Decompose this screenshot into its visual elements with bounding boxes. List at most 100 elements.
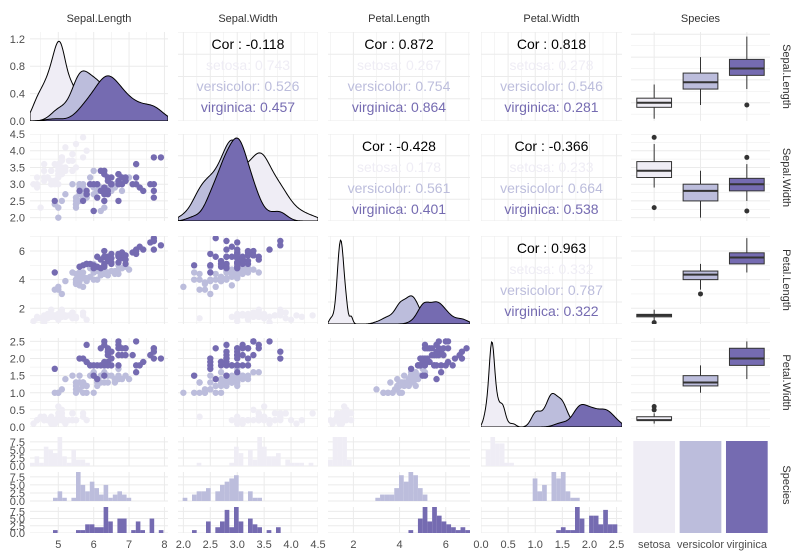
- histogram-bar-versicolor: [532, 478, 538, 501]
- histogram-bar-setosa: [252, 459, 258, 466]
- scatter-point-virginica: [115, 351, 122, 359]
- scatter-point-virginica: [449, 362, 456, 369]
- x-tick-label-Petal.Width: 0.0: [473, 539, 488, 551]
- histogram-bar-virginica: [612, 524, 618, 533]
- scatter-point-versicolor: [58, 386, 66, 393]
- scatter-point-virginica: [458, 355, 466, 362]
- histogram-bar-virginica: [224, 509, 230, 533]
- scatter-point-versicolor: [250, 266, 257, 273]
- scatter-point-setosa: [266, 420, 273, 427]
- correlation-group-versicolor: versicolor: 0.787: [500, 282, 603, 298]
- panel-0-4: [631, 32, 770, 121]
- x-tick-label-Petal.Width: 1.0: [528, 539, 543, 551]
- scatter-point-virginica: [207, 358, 214, 366]
- scatter-point-virginica: [239, 351, 246, 359]
- scatter-point-virginica: [244, 362, 252, 369]
- panel-4-4: [633, 441, 768, 533]
- panel-1-2: Cor : -0.428 setosa: 0.178 versicolor: 0.5…: [328, 134, 470, 221]
- histogram-bar-setosa: [76, 459, 81, 466]
- y-tick-label-Sepal.Width: 3.0: [10, 179, 25, 191]
- scatter-point-versicolor: [90, 389, 97, 396]
- scatter-point-virginica: [234, 239, 241, 246]
- scatter-point-versicolor: [387, 379, 394, 386]
- histogram-bar-virginica: [248, 518, 253, 533]
- scatter-point-setosa: [58, 154, 66, 161]
- correlation-overall: Cor : 0.872: [364, 36, 433, 52]
- scatter-point-setosa: [347, 410, 355, 417]
- scatter-point-virginica: [83, 341, 90, 349]
- scatter-point-virginica: [212, 253, 219, 260]
- scatter-point-virginica: [228, 362, 236, 369]
- scatter-point-versicolor: [62, 277, 69, 285]
- scatter-point-virginica: [451, 355, 459, 362]
- histogram-bar-setosa: [71, 449, 76, 466]
- histogram-bar-setosa: [285, 459, 290, 466]
- x-tick-label-Sepal.Length: 5: [55, 539, 61, 551]
- scatter-point-virginica: [234, 246, 241, 253]
- scatter-point-versicolor: [384, 389, 392, 396]
- scatter-point-versicolor: [201, 389, 209, 396]
- scatter-point-virginica: [244, 355, 252, 362]
- scatter-point-virginica: [458, 348, 466, 355]
- scatter-point-virginica: [440, 345, 447, 352]
- scatter-point-virginica: [255, 345, 262, 352]
- density-curve-virginica: [30, 75, 168, 121]
- histogram-bar-virginica: [94, 527, 99, 533]
- histogram-bar-versicolor: [108, 497, 113, 501]
- histogram-bar-versicolor: [206, 488, 211, 501]
- panel-4-0: [30, 437, 168, 533]
- correlation-group-virginica: virginica: 0.864: [352, 99, 446, 115]
- scatter-point-setosa: [33, 416, 41, 424]
- scatter-point-virginica: [250, 351, 257, 359]
- scatter-point-virginica: [115, 345, 122, 352]
- scatter-point-virginica: [97, 167, 104, 175]
- scatter-point-versicolor: [223, 275, 230, 282]
- scatter-point-virginica: [223, 348, 230, 355]
- scatter-point-setosa: [79, 413, 87, 420]
- scatter-point-setosa: [250, 416, 257, 424]
- scatter-point-setosa: [234, 413, 241, 420]
- scatter-point-virginica: [428, 351, 436, 359]
- histogram-bar-virginica: [598, 524, 604, 533]
- panel-1-3: Cor : -0.366 setosa: 0.233 versicolor: 0.6…: [481, 134, 622, 221]
- histogram-bar-setosa: [490, 437, 496, 466]
- histogram-bar-virginica: [252, 524, 258, 533]
- correlation-overall: Cor : -0.366: [515, 138, 589, 154]
- scatter-point-versicolor: [234, 273, 241, 280]
- histogram-bar-virginica: [140, 530, 145, 533]
- scatter-point-virginica: [234, 362, 241, 369]
- histogram-bar-virginica: [603, 509, 608, 533]
- scatter-point-virginica: [157, 154, 165, 161]
- scatter-point-setosa: [69, 150, 76, 158]
- scatter-point-setosa: [58, 410, 66, 417]
- scatter-point-setosa: [83, 147, 90, 154]
- correlation-group-versicolor: versicolor: 0.754: [348, 78, 451, 94]
- x-tick-label-Sepal.Width: 2.0: [176, 539, 191, 551]
- scatter-point-virginica: [150, 187, 158, 195]
- histogram-bar-versicolor: [570, 497, 575, 501]
- column-strip-label: Petal.Width: [523, 13, 579, 25]
- scatter-point-setosa: [347, 416, 355, 424]
- scatter-point-setosa: [48, 313, 55, 321]
- histogram-bar-setosa: [234, 446, 239, 466]
- scatter-point-virginica: [207, 250, 214, 258]
- row-strip-label: Sepal.Length: [780, 44, 792, 109]
- scatter-point-setosa: [293, 312, 300, 319]
- scatter-point-virginica: [407, 365, 415, 373]
- scatter-point-virginica: [94, 194, 101, 201]
- histogram-bar-virginica: [422, 507, 428, 533]
- scatter-point-virginica: [223, 372, 230, 379]
- histogram-bar-versicolor: [215, 491, 220, 501]
- histogram-bar-setosa: [66, 462, 72, 466]
- scatter-point-versicolor: [69, 180, 76, 188]
- histogram-bar-virginica: [117, 518, 122, 533]
- scatter-point-virginica: [86, 260, 94, 268]
- scatter-point-virginica: [115, 197, 122, 205]
- scatter-point-virginica: [266, 338, 273, 345]
- histogram-bar-virginica: [85, 524, 90, 533]
- scatter-point-virginica: [86, 362, 94, 369]
- histogram-bar-versicolor: [99, 494, 104, 501]
- scatter-point-virginica: [129, 351, 136, 359]
- scatter-point-virginica: [463, 345, 470, 352]
